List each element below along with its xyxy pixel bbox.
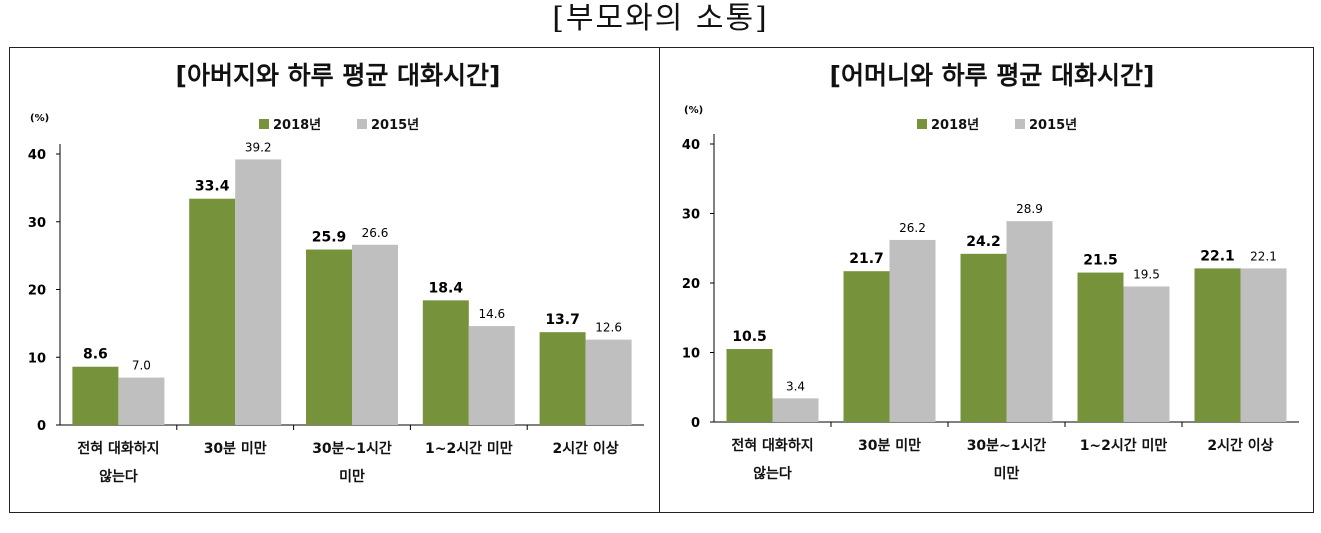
x-tick-label: 2시간 이상 bbox=[1207, 437, 1273, 454]
data-label: 22.1 bbox=[1250, 249, 1277, 263]
bar-2015년 bbox=[235, 159, 282, 426]
x-tick-label: 30분 미만 bbox=[204, 441, 267, 457]
y-tick-label: 10 bbox=[682, 347, 700, 362]
legend-label: 2018년 bbox=[931, 118, 979, 133]
legend-swatch-2018년 bbox=[917, 119, 927, 129]
bar-2015년 bbox=[772, 398, 819, 422]
x-tick-label: 2시간 이상 bbox=[553, 440, 619, 457]
legend-swatch-2018년 bbox=[259, 119, 269, 129]
bar-2015년 bbox=[585, 339, 632, 425]
x-tick-label: 전혀 대화하지 bbox=[731, 437, 813, 454]
data-label: 24.2 bbox=[966, 234, 1001, 250]
bar-2018년 bbox=[306, 249, 352, 425]
data-label: 7.0 bbox=[132, 359, 151, 373]
legend-swatch-2015년 bbox=[357, 119, 367, 129]
data-label: 26.2 bbox=[899, 221, 926, 235]
y-axis-unit: (%) bbox=[684, 105, 703, 116]
chart-divider bbox=[659, 48, 660, 512]
y-tick-label: 30 bbox=[28, 216, 46, 231]
y-tick-label: 10 bbox=[28, 351, 46, 366]
bar-2018년 bbox=[72, 366, 119, 425]
charts-frame: [아버지와 하루 평균 대화시간] (%) 2018년 2015년 0 10 20 30 40 8… bbox=[9, 47, 1314, 513]
x-tick-label: 않는다 bbox=[753, 465, 792, 482]
chart-title: [아버지와 하루 평균 대화시간] bbox=[176, 61, 501, 90]
data-label: 21.5 bbox=[1083, 253, 1118, 269]
data-label: 13.7 bbox=[545, 312, 580, 328]
x-tick-label: 30분~1시간 bbox=[967, 437, 1047, 454]
data-label: 21.7 bbox=[849, 251, 884, 267]
bar-2015년 bbox=[1006, 221, 1053, 422]
x-tick-label: 1~2시간 미만 bbox=[1080, 437, 1168, 454]
data-label: 22.1 bbox=[1200, 248, 1235, 264]
data-label: 19.5 bbox=[1133, 267, 1160, 281]
y-tick-label: 0 bbox=[37, 419, 46, 434]
bar-2015년 bbox=[1123, 286, 1170, 422]
x-tick-label: 미만 bbox=[339, 469, 365, 485]
x-tick-label: 1~2시간 미만 bbox=[425, 440, 513, 457]
data-label: 28.9 bbox=[1016, 202, 1043, 216]
y-tick-label: 40 bbox=[682, 138, 700, 153]
bar-2015년 bbox=[352, 244, 398, 425]
data-label: 8.6 bbox=[83, 347, 108, 363]
bar-2018년 bbox=[1194, 268, 1241, 422]
bar-2018년 bbox=[422, 300, 469, 425]
y-tick-label: 20 bbox=[682, 277, 700, 292]
data-label: 39.2 bbox=[245, 140, 272, 154]
data-label: 26.6 bbox=[362, 226, 389, 240]
bar-2018년 bbox=[843, 271, 890, 422]
y-tick-label: 20 bbox=[28, 284, 46, 299]
bar-2018년 bbox=[189, 198, 236, 425]
data-label: 10.5 bbox=[732, 329, 767, 345]
data-label: 18.4 bbox=[429, 280, 464, 296]
x-tick-label: 30분 미만 bbox=[858, 438, 921, 454]
bar-2015년 bbox=[1240, 268, 1287, 422]
x-tick-label: 않는다 bbox=[99, 468, 138, 485]
legend-swatch-2015년 bbox=[1015, 119, 1025, 129]
father-chart: [아버지와 하루 평균 대화시간] (%) 2018년 2015년 0 10 20 30 40 8… bbox=[28, 61, 644, 485]
mother-chart: [어머니와 하루 평균 대화시간] (%) 2018년 2015년 0 10 20 30 40 1… bbox=[682, 61, 1299, 482]
legend-label: 2018년 bbox=[273, 118, 321, 133]
bar-2018년 bbox=[1077, 272, 1124, 422]
bar-2018년 bbox=[726, 349, 773, 422]
bar-2015년 bbox=[118, 377, 165, 425]
x-tick-label: 미만 bbox=[994, 466, 1020, 482]
data-label: 33.4 bbox=[195, 179, 230, 195]
bar-2018년 bbox=[960, 253, 1007, 422]
data-label: 3.4 bbox=[786, 379, 805, 393]
chart-title: [어머니와 하루 평균 대화시간] bbox=[830, 61, 1155, 90]
y-tick-label: 40 bbox=[28, 148, 46, 163]
y-tick-label: 0 bbox=[691, 416, 700, 431]
data-label: 12.6 bbox=[595, 321, 622, 335]
legend-label: 2015년 bbox=[1029, 118, 1077, 133]
legend-label: 2015년 bbox=[371, 118, 419, 133]
y-axis-unit: (%) bbox=[30, 113, 49, 124]
bar-2018년 bbox=[539, 332, 586, 425]
x-tick-label: 30분~1시간 bbox=[312, 440, 392, 457]
bar-2015년 bbox=[889, 239, 936, 422]
data-label: 14.6 bbox=[478, 307, 505, 321]
y-tick-label: 30 bbox=[682, 208, 700, 223]
data-label: 25.9 bbox=[312, 230, 347, 246]
bar-2015년 bbox=[468, 326, 515, 425]
x-tick-label: 전혀 대화하지 bbox=[77, 440, 159, 457]
page-title: [부모와의 소통] bbox=[552, 1, 769, 36]
